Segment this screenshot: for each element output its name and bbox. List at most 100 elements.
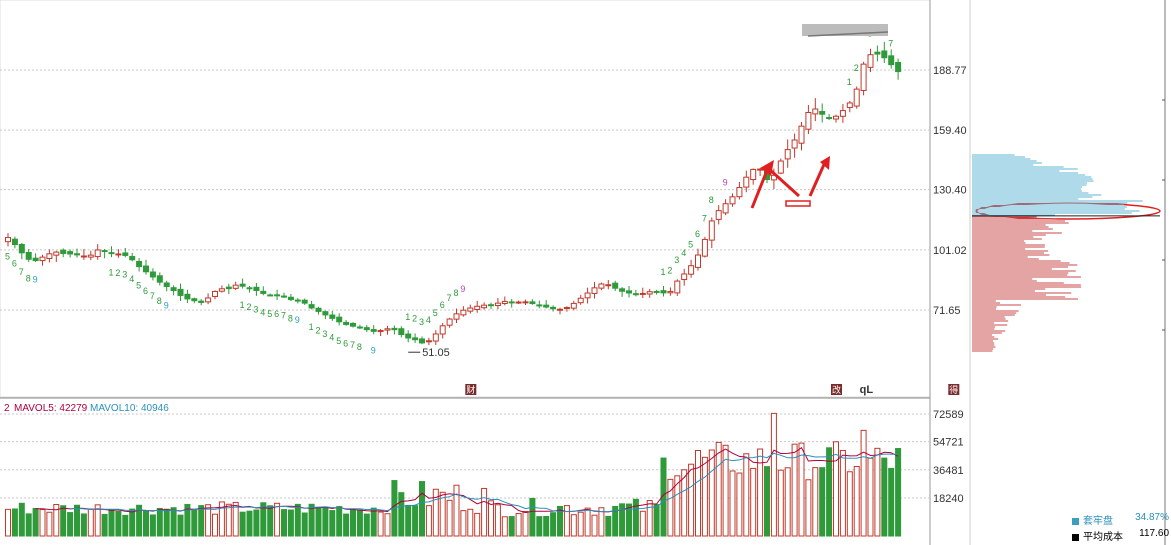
volume-bar	[60, 505, 67, 537]
volume-bar	[605, 515, 612, 537]
candle-body	[398, 328, 405, 336]
volume-bar	[398, 492, 405, 537]
event-marker: 改	[832, 384, 841, 395]
candlestick-series	[5, 41, 902, 346]
candle-body	[488, 304, 494, 307]
volume-bar	[25, 513, 32, 537]
volume-bar	[598, 507, 605, 537]
volume-bar	[115, 510, 122, 537]
count-label: 7	[19, 267, 24, 277]
volume-bar	[170, 507, 177, 537]
candle-body	[529, 301, 536, 305]
volume-bar	[412, 505, 419, 537]
count-label: 5	[5, 252, 10, 262]
volume-bar	[867, 457, 874, 537]
count-label: 3	[674, 255, 679, 265]
volume-bar	[695, 450, 701, 537]
volume-bar	[163, 508, 170, 537]
red-arrow-left	[750, 165, 801, 209]
count-label: 4	[329, 332, 334, 342]
volume-bar	[529, 497, 536, 537]
count-label: 2	[854, 63, 859, 73]
volume-bar	[18, 502, 25, 537]
count-label: 8	[26, 273, 31, 283]
candle-body	[191, 298, 198, 302]
count-label: 5	[688, 240, 693, 250]
candle-body	[253, 286, 260, 292]
volume-bar	[260, 502, 267, 537]
candle-body	[584, 292, 591, 299]
count-label: 9	[371, 345, 376, 355]
volume-bar	[494, 504, 501, 537]
count-label: 9	[460, 284, 465, 294]
volume-bar	[322, 506, 329, 537]
candle-body	[543, 304, 550, 308]
count-label: 6	[343, 338, 348, 348]
volume-bar	[267, 505, 274, 537]
volume-gridlines	[0, 413, 930, 499]
volume-bar	[301, 512, 308, 537]
candle-body	[777, 160, 784, 174]
candle-body	[53, 251, 60, 256]
candle-body	[563, 306, 570, 309]
volume-bar	[439, 491, 446, 537]
volume-bar	[577, 511, 584, 537]
volume-bar	[846, 471, 853, 537]
candle-body	[812, 108, 819, 115]
candle-body	[708, 220, 715, 241]
volume-bar	[881, 457, 888, 537]
volume-bar	[777, 469, 784, 537]
candle-body	[363, 327, 370, 331]
candle-body	[94, 249, 101, 258]
count-label: 6	[274, 309, 279, 319]
volume-bar	[833, 441, 839, 537]
candle-body	[274, 294, 281, 297]
volume-bar	[425, 505, 432, 537]
volume-bar	[639, 510, 646, 537]
candle-body	[322, 311, 329, 316]
candle-body	[591, 287, 598, 294]
volume-bar	[149, 514, 156, 537]
event-marker: 得	[949, 384, 958, 395]
count-label: 9	[723, 178, 728, 188]
count-label: 7	[888, 39, 893, 49]
volume-bar	[757, 448, 764, 537]
price-tick-label: 188.77	[933, 65, 967, 77]
candle-body	[626, 290, 632, 294]
low-annotation-text: 51.05	[422, 347, 450, 359]
volume-tick-labels: 72589 54721 36481 18240	[933, 409, 964, 505]
chip-legend-trapped-label: 套牢盘	[1083, 516, 1113, 527]
candle-body	[632, 293, 639, 296]
volume-bar	[74, 504, 80, 537]
volume-bar	[329, 510, 336, 537]
red-arrow-left-head	[760, 160, 774, 176]
volume-bar	[660, 457, 667, 537]
volume-bar	[860, 429, 867, 537]
volume-bar	[619, 503, 626, 537]
chip-legend-trapped: 套牢盘 34.87%	[1072, 512, 1171, 527]
candle-body	[343, 321, 350, 325]
candle-body	[336, 316, 343, 323]
volume-tick-label: 36481	[933, 465, 964, 477]
candle-body	[612, 282, 619, 289]
volume-bar	[205, 504, 212, 537]
event-marker: qL	[860, 384, 874, 396]
volume-bar	[212, 513, 218, 537]
candle-body	[439, 325, 446, 335]
count-label: 5	[136, 281, 141, 291]
count-label: 9	[33, 275, 38, 285]
candle-body	[11, 238, 18, 245]
candle-body	[867, 54, 874, 68]
volume-bar	[819, 467, 826, 537]
candle-body	[805, 111, 812, 130]
candle-body	[467, 307, 474, 312]
candle-body	[425, 340, 432, 343]
candle-body	[515, 301, 522, 304]
candle-body	[356, 326, 363, 329]
volume-bar	[198, 505, 205, 537]
chip-legend-trapped-value: 34.87%	[1135, 512, 1169, 523]
candle-body	[108, 252, 115, 255]
candle-body	[143, 265, 149, 273]
volume-tick-label: 72589	[933, 409, 964, 421]
gray-scribble-line	[807, 31, 889, 37]
